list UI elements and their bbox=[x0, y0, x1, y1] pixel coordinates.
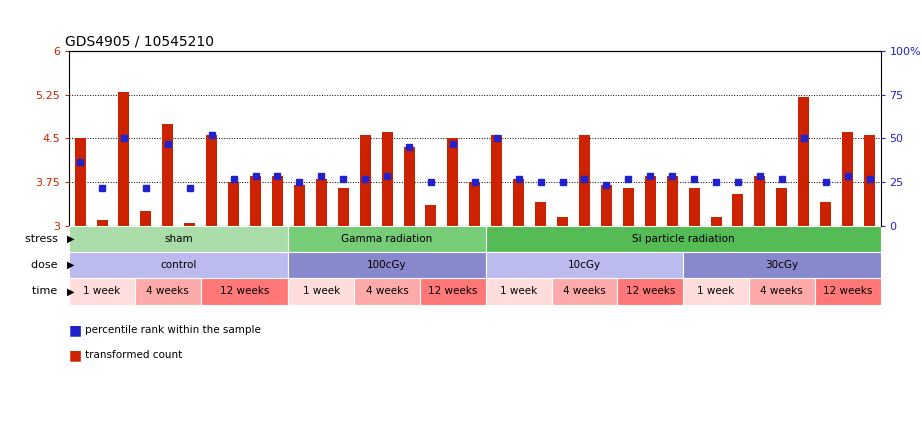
Bar bbox=[551, 278, 618, 305]
Bar bbox=[486, 278, 551, 305]
Text: 4 weeks: 4 weeks bbox=[761, 286, 803, 297]
Bar bbox=[821, 203, 831, 226]
Text: 12 weeks: 12 weeks bbox=[625, 286, 675, 297]
Text: ■: ■ bbox=[69, 323, 82, 337]
Text: 1 week: 1 week bbox=[500, 286, 538, 297]
Bar bbox=[97, 220, 108, 226]
Bar bbox=[337, 188, 349, 226]
Bar bbox=[557, 217, 568, 226]
Bar bbox=[272, 176, 283, 226]
Bar bbox=[447, 138, 458, 226]
Bar bbox=[683, 252, 881, 278]
Bar bbox=[69, 226, 289, 252]
Text: 4 weeks: 4 weeks bbox=[147, 286, 189, 297]
Text: 30cGy: 30cGy bbox=[765, 260, 798, 270]
Bar bbox=[667, 176, 678, 226]
Bar bbox=[294, 185, 305, 226]
Text: time: time bbox=[32, 286, 65, 297]
Bar bbox=[486, 226, 881, 252]
Bar bbox=[491, 135, 502, 226]
Text: ▶: ▶ bbox=[67, 234, 75, 244]
Text: 1 week: 1 week bbox=[83, 286, 121, 297]
Bar bbox=[711, 217, 722, 226]
Text: 4 weeks: 4 weeks bbox=[563, 286, 606, 297]
Text: control: control bbox=[160, 260, 197, 270]
Text: 12 weeks: 12 weeks bbox=[823, 286, 872, 297]
Bar bbox=[360, 135, 371, 226]
Bar bbox=[749, 278, 815, 305]
Bar bbox=[623, 188, 633, 226]
Text: ▶: ▶ bbox=[67, 260, 75, 270]
Bar bbox=[354, 278, 420, 305]
Text: 4 weeks: 4 weeks bbox=[366, 286, 408, 297]
Bar bbox=[69, 252, 289, 278]
Text: Si particle radiation: Si particle radiation bbox=[632, 234, 735, 244]
Bar bbox=[864, 135, 875, 226]
Bar bbox=[842, 132, 853, 226]
Text: ▶: ▶ bbox=[67, 286, 75, 297]
Bar bbox=[201, 278, 289, 305]
Bar bbox=[644, 176, 656, 226]
Bar bbox=[618, 278, 683, 305]
Bar bbox=[289, 252, 486, 278]
Text: sham: sham bbox=[164, 234, 193, 244]
Bar bbox=[404, 147, 415, 226]
Bar bbox=[420, 278, 486, 305]
Text: 1 week: 1 week bbox=[302, 286, 340, 297]
Bar bbox=[162, 124, 173, 226]
Text: stress: stress bbox=[25, 234, 65, 244]
Bar bbox=[316, 179, 326, 226]
Text: 1 week: 1 week bbox=[697, 286, 735, 297]
Bar bbox=[184, 223, 195, 226]
Bar bbox=[601, 185, 612, 226]
Bar bbox=[514, 179, 525, 226]
Bar bbox=[425, 206, 436, 226]
Text: 12 weeks: 12 weeks bbox=[428, 286, 478, 297]
Text: ■: ■ bbox=[69, 348, 82, 363]
Bar bbox=[579, 135, 590, 226]
Text: Gamma radiation: Gamma radiation bbox=[341, 234, 432, 244]
Bar bbox=[289, 278, 354, 305]
Bar bbox=[535, 203, 546, 226]
Bar bbox=[683, 278, 749, 305]
Text: 100cGy: 100cGy bbox=[367, 260, 407, 270]
Bar bbox=[469, 182, 480, 226]
Text: 12 weeks: 12 weeks bbox=[219, 286, 269, 297]
Bar bbox=[689, 188, 700, 226]
Bar bbox=[776, 188, 787, 226]
Bar bbox=[228, 182, 239, 226]
Bar bbox=[798, 97, 810, 226]
Text: 10cGy: 10cGy bbox=[568, 260, 601, 270]
Bar bbox=[732, 194, 743, 226]
Bar bbox=[250, 176, 261, 226]
Text: percentile rank within the sample: percentile rank within the sample bbox=[85, 325, 261, 335]
Bar bbox=[135, 278, 201, 305]
Bar bbox=[119, 92, 129, 226]
Text: dose: dose bbox=[31, 260, 65, 270]
Bar bbox=[140, 211, 151, 226]
Bar bbox=[75, 138, 86, 226]
Bar bbox=[69, 278, 135, 305]
Bar bbox=[815, 278, 881, 305]
Bar bbox=[289, 226, 486, 252]
Text: transformed count: transformed count bbox=[85, 350, 182, 360]
Bar bbox=[486, 252, 683, 278]
Bar bbox=[382, 132, 393, 226]
Text: GDS4905 / 10545210: GDS4905 / 10545210 bbox=[65, 34, 214, 48]
Bar bbox=[207, 135, 218, 226]
Bar bbox=[754, 176, 765, 226]
